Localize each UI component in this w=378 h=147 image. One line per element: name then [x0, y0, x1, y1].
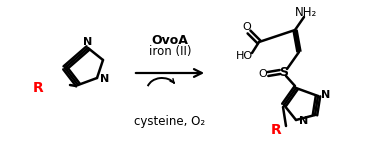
- Text: R: R: [271, 123, 281, 137]
- Text: cysteine, O₂: cysteine, O₂: [135, 116, 206, 128]
- Text: OvoA: OvoA: [152, 34, 189, 46]
- Text: HO: HO: [235, 51, 253, 61]
- Text: N: N: [100, 74, 109, 84]
- Text: NH₂: NH₂: [295, 5, 317, 19]
- Text: S: S: [279, 66, 288, 78]
- Text: N: N: [299, 116, 308, 126]
- Text: O: O: [243, 22, 251, 32]
- Text: N: N: [84, 37, 93, 47]
- Text: N: N: [321, 90, 330, 100]
- Text: O: O: [259, 69, 267, 79]
- Text: iron (II): iron (II): [149, 45, 191, 57]
- Text: R: R: [33, 81, 43, 95]
